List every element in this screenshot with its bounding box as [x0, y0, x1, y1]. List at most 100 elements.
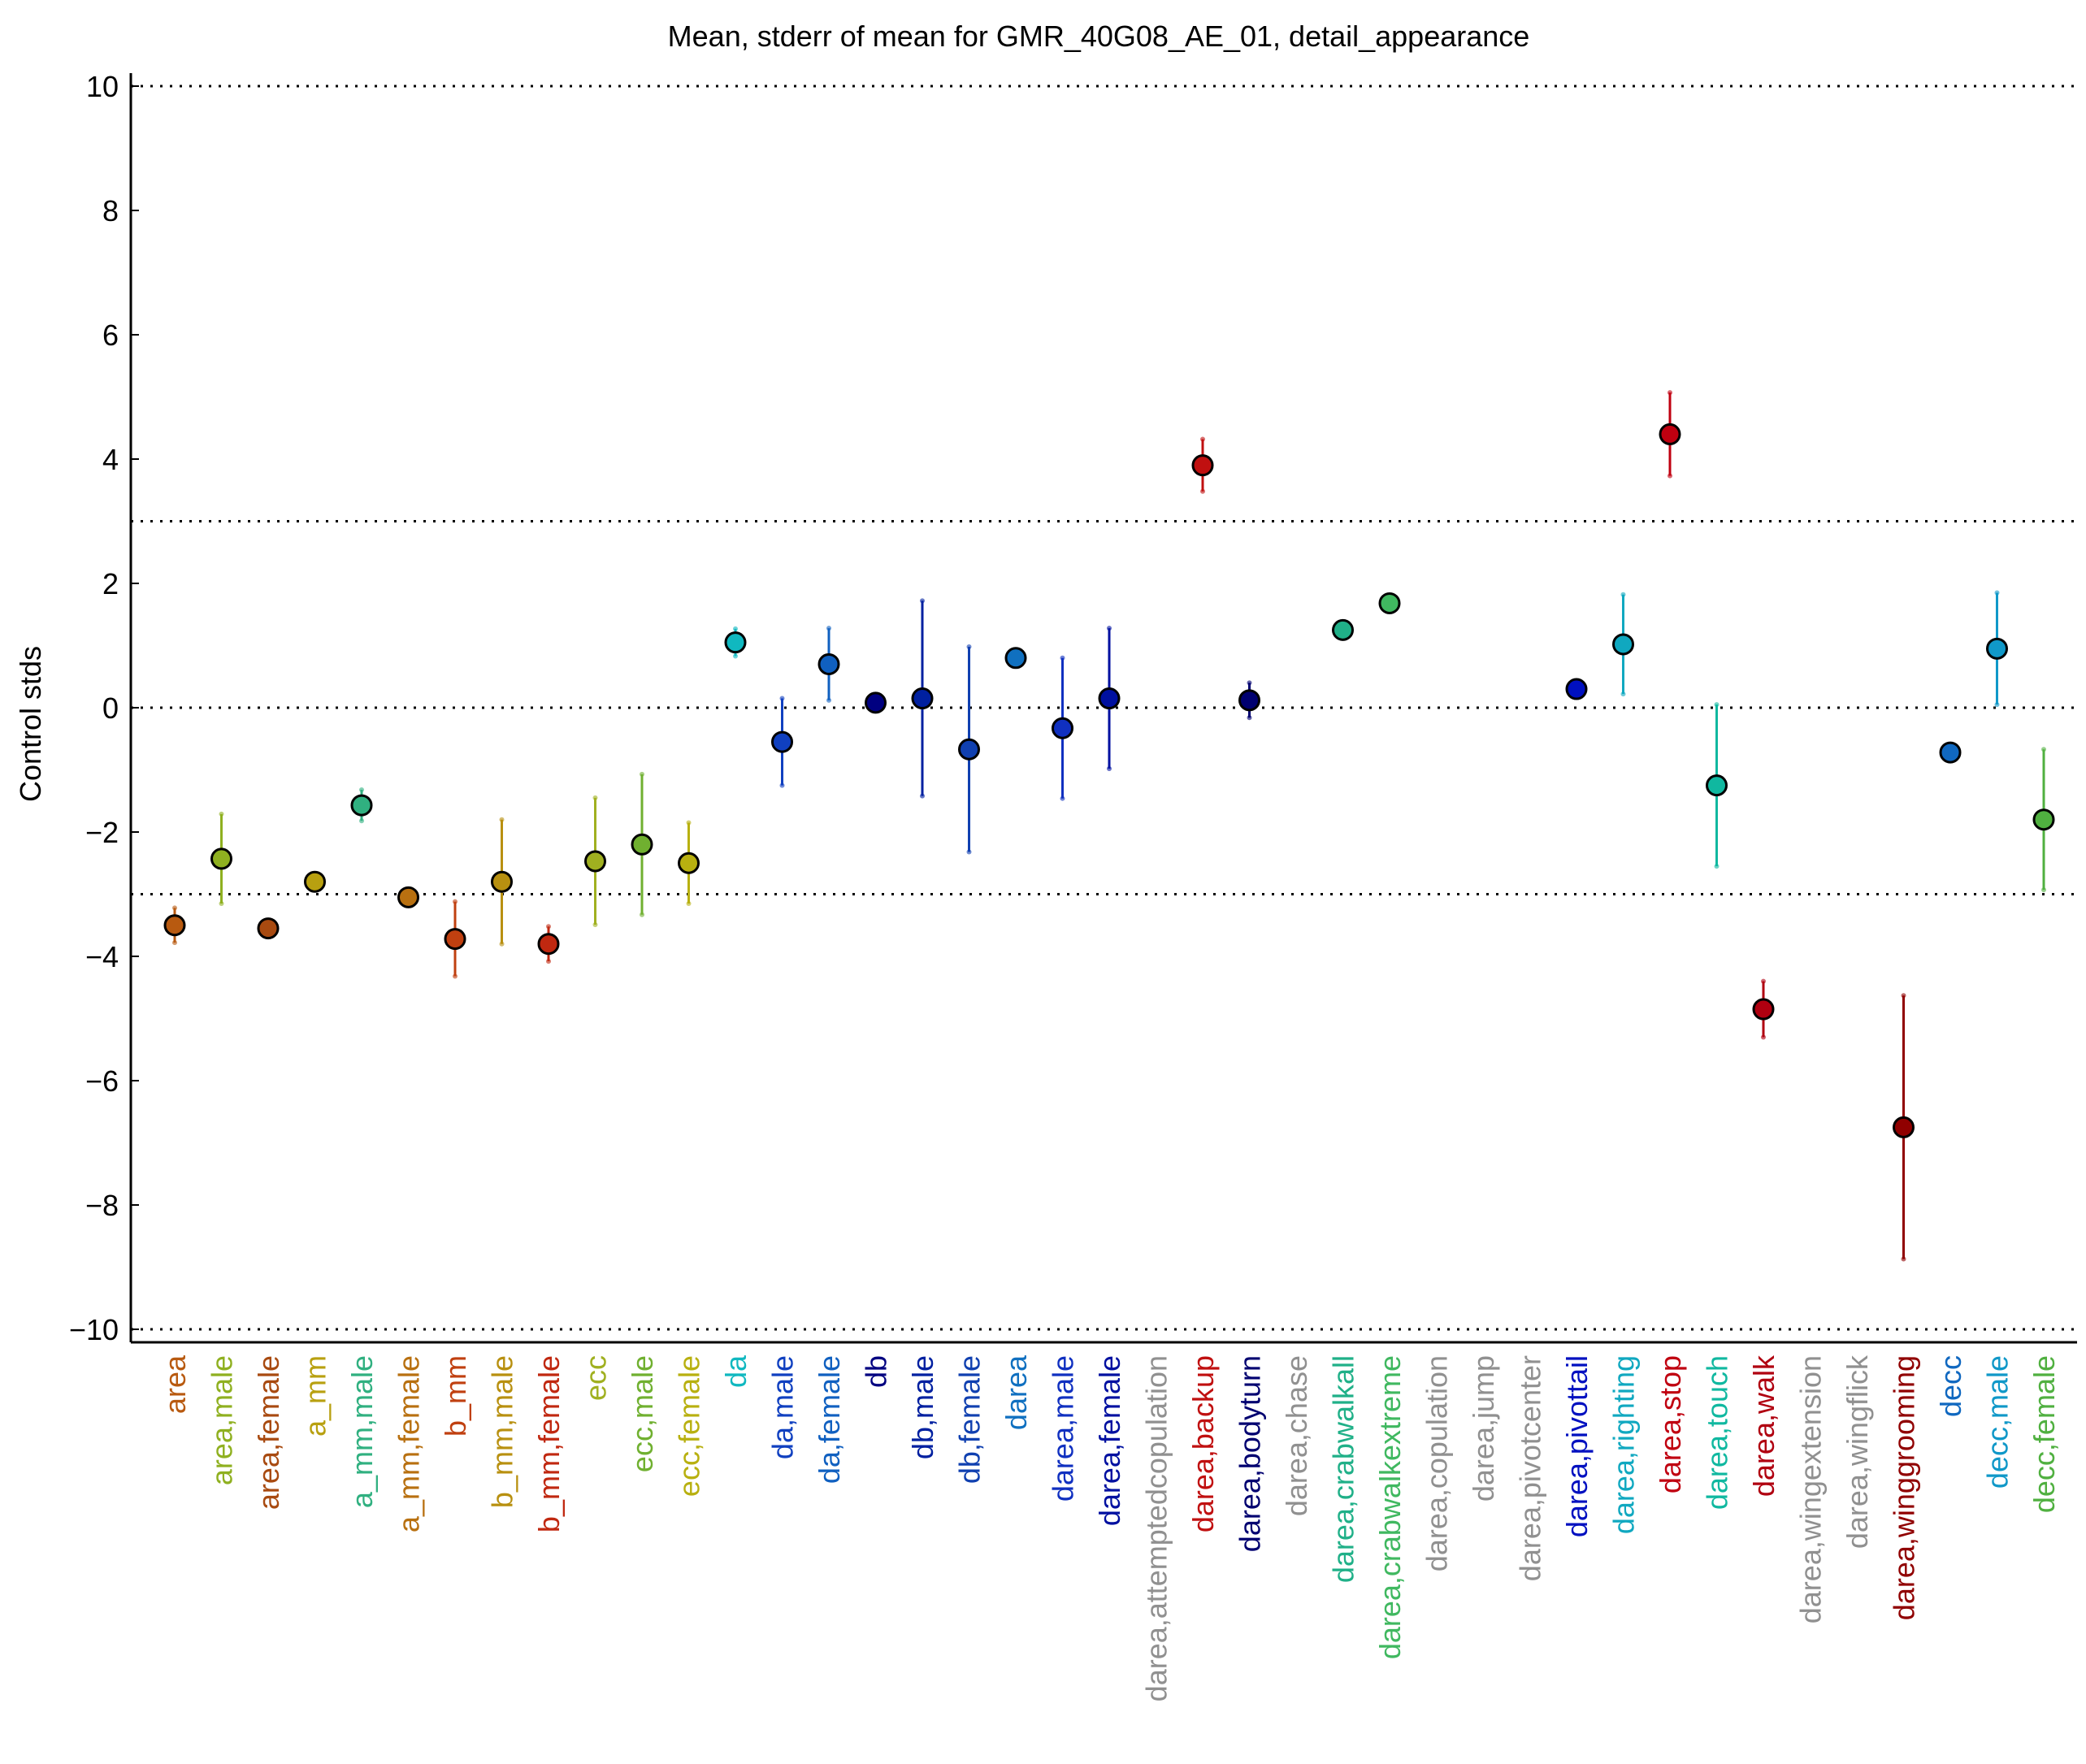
error-cap — [779, 696, 785, 701]
x-tick-label: darea,female — [1093, 1355, 1126, 1526]
x-tick-label: da,female — [813, 1355, 846, 1484]
x-tick-label: darea,walk — [1747, 1354, 1780, 1497]
data-point — [2032, 808, 2055, 831]
error-cap — [592, 795, 598, 800]
x-tick-label: darea,touch — [1701, 1355, 1734, 1510]
x-tick-label: darea,pivotcenter — [1514, 1355, 1547, 1581]
data-point — [1659, 423, 1681, 445]
x-tick-label: darea,chase — [1280, 1355, 1313, 1516]
error-cap — [1107, 765, 1112, 771]
data-point — [817, 652, 840, 675]
data-point — [771, 730, 793, 753]
x-tick-label: ecc,female — [673, 1355, 706, 1497]
error-cap — [1714, 702, 1720, 708]
error-cap — [1247, 680, 1252, 686]
data-point — [631, 833, 653, 856]
error-cap — [172, 940, 177, 946]
error-cap — [1994, 590, 2000, 596]
data-point — [1893, 1116, 1915, 1138]
data-point — [724, 631, 747, 654]
data-point — [1238, 689, 1260, 712]
error-cap — [1901, 1256, 1906, 1262]
x-tick-label: darea,male — [1047, 1355, 1080, 1502]
error-cap — [1060, 795, 1065, 801]
error-cap — [826, 697, 831, 703]
x-tick-label: darea,righting — [1607, 1355, 1641, 1534]
y-tick-label: 10 — [86, 70, 119, 103]
error-cap — [1060, 655, 1065, 661]
error-cap — [1901, 993, 1906, 999]
data-point — [537, 933, 560, 956]
data-point — [1939, 741, 1962, 764]
x-tick-label: area — [158, 1354, 192, 1414]
error-cap — [1667, 473, 1672, 479]
x-tick-label: db,male — [906, 1355, 939, 1459]
data-point — [1706, 774, 1728, 797]
data-point — [911, 687, 934, 710]
error-cap — [1761, 978, 1766, 984]
data-point — [678, 852, 700, 874]
x-tick-label: darea,attemptedcopulation — [1140, 1355, 1173, 1701]
y-tick-label: −10 — [69, 1313, 119, 1346]
error-cap — [499, 817, 505, 822]
y-tick-label: 0 — [102, 691, 119, 725]
error-cap — [1620, 691, 1626, 697]
error-cap — [920, 598, 925, 604]
error-cap — [2041, 747, 2046, 752]
x-tick-label: da — [719, 1354, 752, 1388]
x-tick-label: decc,male — [1981, 1355, 2014, 1489]
x-tick-label: darea,wingextension — [1794, 1355, 1828, 1623]
data-point — [1565, 678, 1588, 700]
error-cap — [546, 924, 551, 930]
x-tick-label: a_mm,male — [345, 1355, 379, 1508]
error-cap — [733, 653, 738, 659]
x-tick-label: darea — [1000, 1354, 1033, 1430]
x-tick-label: area,male — [206, 1355, 239, 1485]
x-tick-label: darea,jump — [1467, 1355, 1500, 1502]
y-tick-label: 4 — [102, 443, 119, 476]
x-tick-label: decc — [1934, 1355, 1967, 1417]
y-axis-label: Control stds — [14, 646, 47, 802]
x-tick-label: b_mm,female — [532, 1355, 566, 1532]
error-cap — [1714, 864, 1720, 869]
data-point — [304, 870, 326, 893]
x-tick-label: ecc,male — [626, 1355, 659, 1472]
data-point — [1986, 637, 2008, 660]
error-cap — [1200, 488, 1205, 494]
x-tick-label: a_mm — [299, 1355, 332, 1437]
y-ticks: 10 8 6 4 2 0 −2 −4 −6 −8 −10 — [69, 70, 139, 1346]
data-point — [1098, 687, 1121, 710]
data-point — [257, 917, 280, 940]
error-cap — [1107, 626, 1112, 631]
x-tick-label: darea,winggrooming — [1888, 1355, 1921, 1620]
x-tick-label: darea,backup — [1186, 1355, 1220, 1532]
x-tick-label: da,male — [766, 1355, 800, 1459]
data-point — [1378, 592, 1401, 614]
data-point — [491, 870, 513, 893]
error-cap — [453, 973, 458, 979]
error-cap — [1994, 702, 2000, 708]
error-cap — [826, 626, 831, 631]
x-tick-label: db — [860, 1355, 893, 1388]
data-point — [865, 691, 887, 714]
data-point — [1612, 633, 1634, 656]
data-point — [1752, 998, 1775, 1021]
x-tick-label: darea,bodyturn — [1234, 1355, 1267, 1552]
x-tick-label: area,female — [252, 1355, 285, 1510]
error-cap — [359, 787, 364, 792]
data-point — [584, 850, 606, 873]
data-point — [1191, 454, 1214, 477]
error-cap — [1247, 715, 1252, 721]
x-tick-label: decc,female — [2027, 1355, 2061, 1513]
data-point — [1332, 618, 1354, 641]
error-cap — [640, 771, 644, 777]
error-cap — [172, 905, 177, 911]
error-cap — [920, 793, 925, 799]
x-tick-label: darea,crabwalkextreme — [1373, 1355, 1407, 1659]
x-tick-label: darea,crabwalkall — [1327, 1355, 1360, 1583]
data-point — [1052, 717, 1073, 739]
error-cap — [219, 900, 224, 906]
data-point — [1004, 647, 1027, 670]
error-cap — [779, 782, 785, 788]
